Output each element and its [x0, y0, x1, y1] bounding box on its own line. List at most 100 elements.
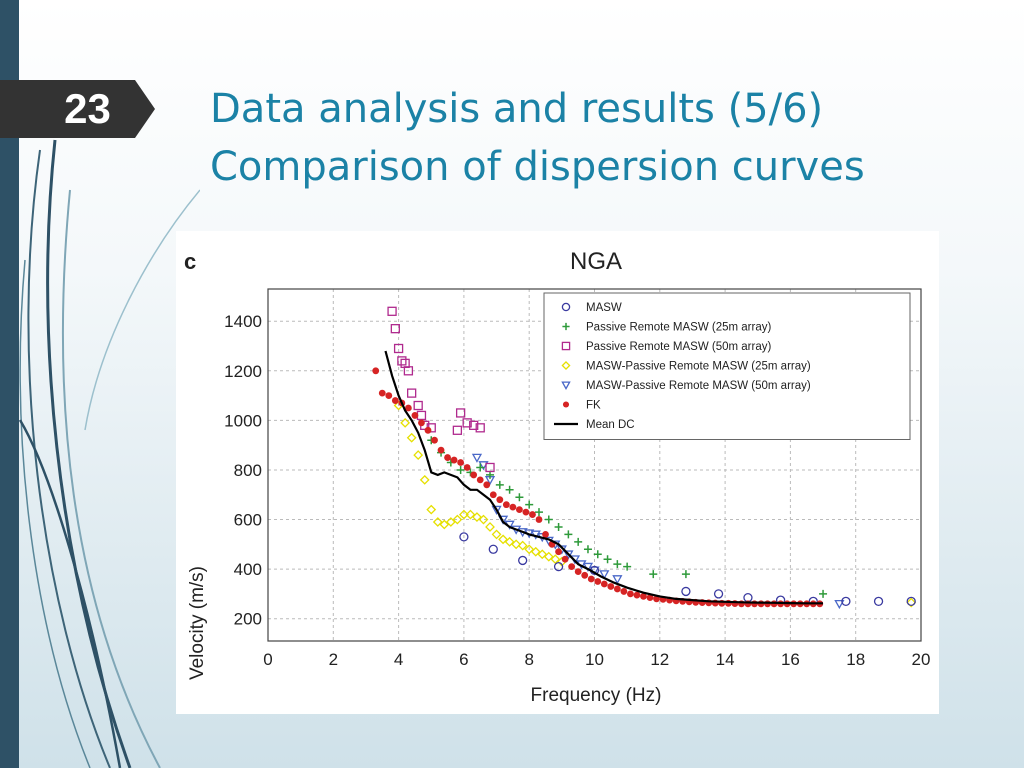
data-point	[403, 366, 414, 376]
data-point	[445, 517, 456, 527]
legend-marker	[562, 322, 570, 331]
data-point	[623, 562, 632, 571]
data-point	[475, 423, 485, 433]
legend-item: MASW-Passive Remote MASW (50m array)	[561, 380, 811, 392]
series-3	[393, 400, 917, 608]
data-point	[485, 522, 495, 532]
data-point	[472, 512, 482, 522]
legend-label: Passive Remote MASW (50m array)	[586, 341, 771, 353]
data-point	[599, 570, 610, 580]
data-point	[476, 463, 485, 472]
data-point	[416, 410, 427, 421]
legend-item: Mean DC	[554, 419, 635, 431]
data-point	[495, 480, 504, 489]
data-point	[529, 511, 536, 518]
data-point	[537, 549, 548, 560]
data-point	[486, 470, 495, 479]
series-0	[459, 532, 916, 606]
data-point	[550, 554, 561, 565]
data-point	[544, 515, 553, 524]
data-point	[393, 343, 404, 354]
legend-item: Passive Remote MASW (50m array)	[561, 341, 771, 353]
data-point	[491, 529, 502, 540]
data-point	[568, 563, 576, 571]
x-tick-label: 14	[716, 650, 735, 669]
data-point	[431, 436, 438, 444]
data-point	[564, 530, 573, 539]
data-point	[681, 586, 691, 597]
data-point	[476, 476, 484, 484]
data-point	[397, 356, 407, 366]
data-point	[581, 571, 589, 579]
data-point	[563, 550, 574, 560]
data-point	[502, 501, 510, 509]
data-point	[515, 493, 524, 502]
data-point	[613, 585, 621, 593]
series-1	[427, 436, 828, 598]
x-tick-label: 18	[846, 650, 865, 669]
data-point	[390, 324, 400, 334]
dispersion-figure: 0 2 4 6 8 10 12 14 16 18 20 200 400 600 800 1000 1200 140…	[176, 231, 939, 714]
data-point	[517, 540, 528, 551]
legend-item: Passive Remote MASW (25m array)	[562, 322, 771, 334]
data-point	[757, 600, 765, 608]
data-point	[483, 481, 491, 489]
legend: MASW Passive Remote MASW (25m array) Passi…	[543, 292, 911, 440]
data-point	[450, 456, 458, 464]
legend-marker	[561, 341, 571, 351]
data-point	[413, 450, 424, 461]
y-tick-label: 600	[234, 511, 262, 530]
data-point	[516, 506, 523, 514]
data-point	[574, 537, 583, 546]
panel-label: c	[184, 249, 196, 274]
legend-marker	[562, 401, 570, 408]
data-point	[471, 453, 483, 463]
data-point	[603, 555, 612, 564]
series-2	[387, 306, 495, 473]
legend-label: FK	[586, 400, 601, 412]
data-point	[561, 555, 569, 563]
data-point	[426, 504, 437, 515]
data-point	[554, 522, 563, 531]
data-point	[574, 568, 582, 575]
data-point	[535, 516, 543, 523]
data-point	[489, 491, 497, 499]
data-point	[555, 548, 562, 556]
data-point	[906, 596, 916, 606]
data-point	[455, 408, 466, 418]
data-point	[452, 425, 463, 435]
data-point	[873, 596, 884, 606]
data-point	[462, 418, 472, 428]
x-tick-label: 12	[650, 650, 669, 669]
y-tick-label: 1400	[224, 312, 262, 331]
data-point	[488, 544, 498, 554]
data-point	[522, 508, 530, 516]
slide-title-line2: Comparison of dispersion curves	[210, 144, 865, 190]
x-tick-label: 8	[524, 650, 533, 669]
data-point	[459, 532, 469, 542]
data-point	[594, 578, 602, 585]
data-point	[419, 474, 430, 485]
data-point	[418, 419, 425, 427]
data-point	[404, 404, 412, 412]
slide-title: Data analysis and results (5/6) Comparis…	[210, 80, 1010, 196]
data-point	[411, 412, 419, 419]
data-point	[649, 570, 658, 579]
y-tick-label: 1000	[224, 411, 262, 430]
mean-dc-line	[384, 350, 823, 605]
x-axis-label: Frequency (Hz)	[531, 685, 662, 706]
series-4	[471, 453, 845, 610]
data-point	[612, 575, 623, 585]
data-point	[646, 594, 654, 602]
x-tick-label: 16	[781, 650, 800, 669]
data-point	[498, 534, 508, 545]
data-point	[437, 446, 445, 454]
data-point	[407, 388, 417, 398]
data-point	[452, 514, 463, 525]
data-point	[391, 397, 399, 404]
y-tick-label: 800	[234, 461, 262, 480]
data-point	[841, 596, 851, 606]
data-point	[607, 583, 615, 590]
series-6	[384, 350, 823, 605]
data-point	[385, 392, 393, 399]
